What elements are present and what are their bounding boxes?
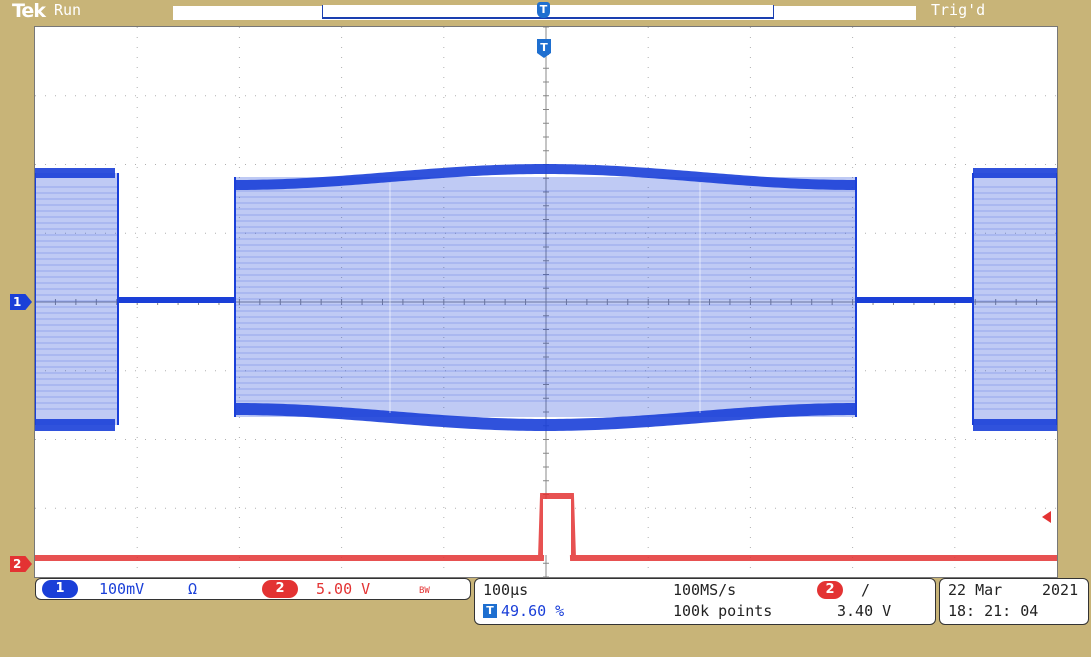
svg-text:T: T [540,41,548,54]
ch1-scale: 100mV [99,580,145,598]
trigger-position-icon: T [483,604,497,618]
trigger-status: Trig'd [931,1,986,19]
trigger-level-arrow-icon[interactable] [1042,511,1051,523]
horizontal-readout[interactable]: 100μs T 49.60 % 100MS/s 100k points 2 / … [474,578,936,625]
trigger-level: 3.40 V [837,602,892,620]
ch2-waveform [35,493,1057,561]
vertical-readout[interactable]: 1 100mV Ω 2 5.00 V BW [35,578,471,600]
ch1-ground-marker[interactable]: 1 [10,294,32,310]
waveform-display[interactable]: T [34,26,1058,578]
waveform-graticule: T [35,27,1057,577]
ch2-ground-marker[interactable]: 2 [10,556,32,572]
sample-rate: 100MS/s [673,581,737,599]
date-time-readout: 22 Mar 2021 18: 21: 04 [939,578,1089,625]
status-bar: Tek Run T Trig'd [0,0,1091,26]
ch1-badge: 1 [42,580,78,598]
year: 2021 [1042,581,1079,599]
ch1-coupling: Ω [188,580,198,598]
ch2-scale: 5.00 V [316,580,371,598]
time: 18: 21: 04 [948,602,1039,620]
record-length: 100k points [673,602,773,620]
rising-edge-icon: / [861,581,871,599]
ch1-waveform [35,164,1057,431]
trigger-source-badge: 2 [817,581,843,599]
ch2-badge: 2 [262,580,298,598]
tek-logo: Tek [12,0,46,22]
record-trigger-icon: T [537,2,550,18]
trigger-position-icon: T [537,39,551,58]
time-per-div: 100μs [483,581,529,599]
bandwidth-limit-icon: BW [419,586,430,596]
date: 22 Mar [948,581,1003,599]
acquisition-status: Run [54,1,82,19]
readout-bar: 1 100mV Ω 2 5.00 V BW 100μs T 49.60 % 10… [0,578,1091,628]
trigger-position: 49.60 % [501,602,565,620]
